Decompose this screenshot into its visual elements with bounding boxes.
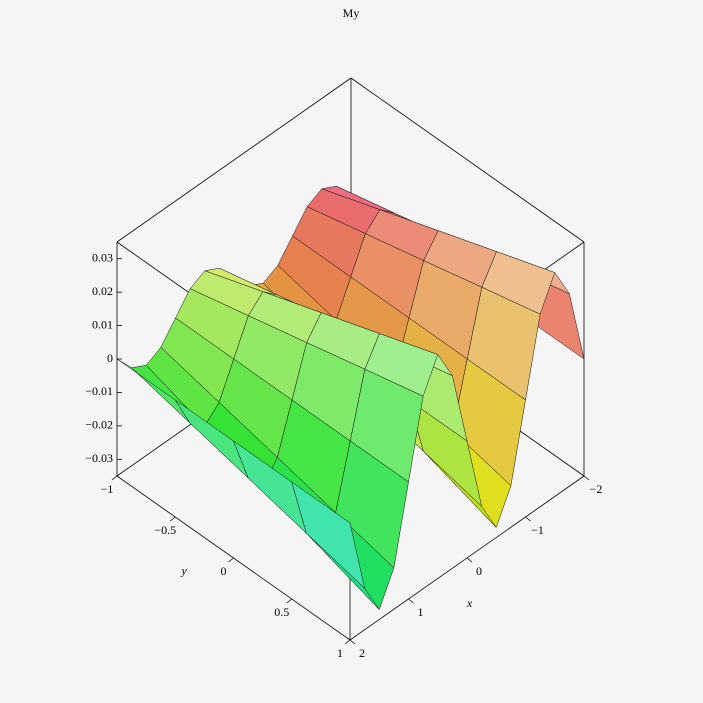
x-tick-label: 0: [476, 564, 482, 578]
y-axis-label: y: [181, 563, 188, 577]
x-tick-label: 2: [359, 646, 365, 660]
y-tick: [228, 557, 234, 563]
axes: 0.03 0.02 0.01 0 −0.01 −0.02 −0.03 −1 −0.5 0 0.5 1 −…: [85, 250, 602, 659]
box-edge: [116, 77, 352, 243]
y-tick: [286, 598, 292, 604]
chart-title: My: [343, 6, 360, 20]
y-tick: [111, 475, 118, 481]
x-axis-label: x: [466, 596, 473, 610]
x-tick-label: −1: [531, 523, 544, 537]
z-tick-label: 0.02: [92, 284, 113, 298]
x-tick: [525, 516, 531, 522]
y-tick-label: 0: [221, 564, 227, 578]
z-tick-label: −0.02: [85, 418, 113, 432]
x-tick: [466, 557, 473, 563]
x-tick: [408, 598, 414, 604]
surface-patch: [291, 481, 366, 590]
x-tick: [349, 639, 356, 645]
y-tick-label: −1: [101, 482, 114, 496]
x-tick-label: 1: [418, 605, 424, 619]
z-tick-label: 0.01: [92, 317, 113, 331]
y-tick: [170, 516, 176, 522]
y-tick-label: −0.5: [154, 523, 176, 537]
z-tick-label: −0.01: [85, 384, 113, 398]
x-tick: [583, 475, 590, 481]
z-tick-label: 0.03: [92, 250, 113, 264]
y-tick-label: 1: [337, 646, 343, 660]
y-tick-label: 0.5: [274, 605, 289, 619]
z-tick-label: 0: [107, 351, 113, 365]
x-tick-label: −2: [590, 482, 603, 496]
surface: [116, 185, 585, 610]
y-tick: [344, 639, 351, 645]
z-tick-label: −0.03: [85, 451, 113, 465]
box-edge: [350, 77, 585, 243]
